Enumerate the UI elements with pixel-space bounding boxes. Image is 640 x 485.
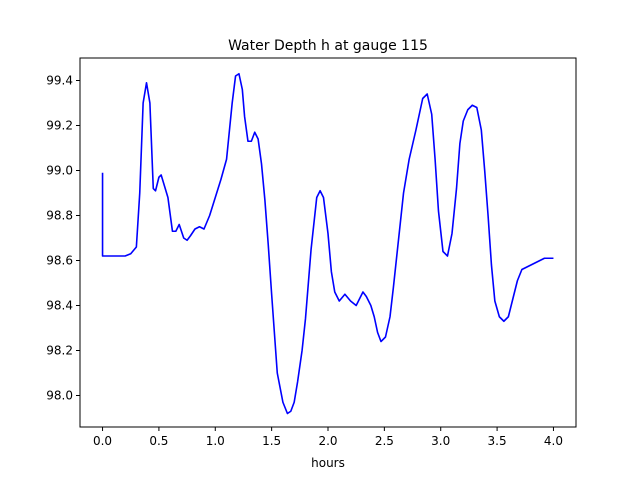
y-tick-label: 98.6: [46, 254, 73, 268]
x-tick-label: 0.0: [93, 434, 112, 448]
y-tick-label: 98.2: [46, 344, 73, 358]
series-line-0: [101, 72, 554, 415]
x-tick-label: 1.0: [206, 434, 225, 448]
x-tick-label: 3.5: [488, 434, 507, 448]
x-tick-label: 2.5: [375, 434, 394, 448]
y-tick-label: 99.2: [46, 119, 73, 133]
y-tick-label: 98.4: [46, 299, 73, 313]
y-tick-label: 99.0: [46, 164, 73, 178]
x-tick-label: 0.5: [149, 434, 168, 448]
x-tick-label: 4.0: [544, 434, 563, 448]
x-tick-label: 1.5: [262, 434, 281, 448]
x-tick-label: 2.0: [318, 434, 337, 448]
y-tick-label: 99.4: [46, 74, 73, 88]
chart-title: Water Depth h at gauge 115: [228, 38, 428, 54]
y-tick-label: 98.0: [46, 389, 73, 403]
x-tick-label: 3.0: [431, 434, 450, 448]
x-axis-label: hours: [311, 456, 345, 470]
y-tick-label: 98.8: [46, 209, 73, 223]
